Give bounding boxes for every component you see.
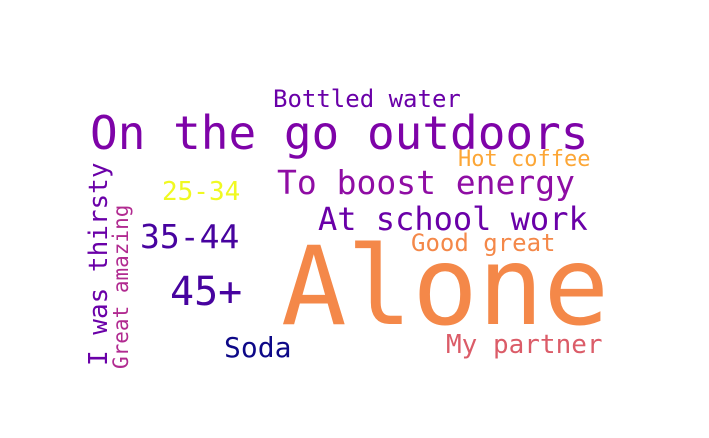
word-my-partner: My partner (446, 330, 603, 360)
word-35-44: 35-44 (140, 217, 240, 256)
word-on-the-go-outdoors: On the go outdoors (90, 106, 589, 160)
word-hot-coffee: Hot coffee (458, 147, 591, 172)
word-25-34: 25-34 (162, 177, 241, 207)
word-great-amazing: Great amazing (109, 204, 133, 369)
word-45-plus: 45+ (170, 269, 243, 315)
word-to-boost-energy: To boost energy (277, 163, 576, 202)
word-alone: Alone (281, 223, 610, 350)
word-bottled-water: Bottled water (273, 85, 461, 113)
word-good-great: Good great (411, 229, 556, 257)
word-at-school-work: At school work (318, 200, 588, 238)
word-soda: Soda (224, 331, 292, 364)
